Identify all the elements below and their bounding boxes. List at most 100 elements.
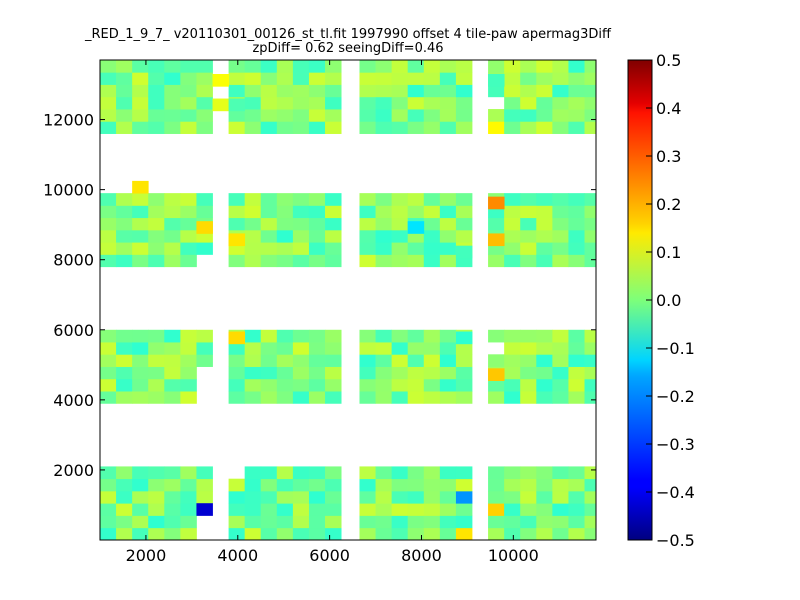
heatmap-cell (132, 490, 149, 504)
heatmap-cell (180, 354, 197, 367)
heatmap-cell (520, 72, 537, 85)
heatmap-cell (584, 378, 597, 392)
heatmap-cell (536, 84, 553, 98)
heatmap-cell (244, 354, 262, 367)
heatmap-cell (148, 229, 165, 243)
heatmap-cell (148, 109, 165, 122)
heatmap-cell (228, 490, 246, 504)
heatmap-cell (504, 466, 521, 480)
heatmap-cell (391, 254, 409, 268)
heatmap-cell (148, 391, 165, 404)
heatmap-cell (455, 478, 473, 492)
colorbar-tick-label: −0.3 (656, 435, 695, 454)
heatmap-cell (391, 503, 409, 516)
heatmap-cell (292, 121, 310, 134)
heatmap-cell (100, 109, 117, 122)
heatmap-cell (196, 221, 213, 234)
heatmap-cell (116, 254, 133, 268)
heatmap-cell (488, 490, 505, 504)
heatmap-cell (260, 60, 278, 73)
heatmap-cell (260, 329, 278, 343)
heatmap-cell (308, 84, 326, 98)
heatmap-cell (584, 329, 597, 343)
heatmap-cell (148, 72, 165, 85)
heatmap-cell (584, 121, 597, 134)
heatmap-cell (423, 342, 441, 355)
heatmap-cell (276, 193, 294, 206)
heatmap-cell (116, 72, 133, 85)
heatmap-cell (228, 391, 246, 404)
heatmap-cell (132, 391, 149, 404)
heatmap-cell (116, 391, 133, 404)
heatmap-cell (100, 121, 117, 134)
heatmap-cell (488, 527, 505, 541)
heatmap-cell (292, 329, 310, 343)
heatmap-cell (439, 205, 457, 219)
heatmap-cell (407, 354, 425, 367)
heatmap-cell (116, 84, 133, 98)
colorbar-tick-label: −0.4 (656, 483, 695, 502)
heatmap-cell (423, 60, 441, 73)
heatmap-cell (308, 503, 326, 516)
heatmap-cell (180, 378, 197, 392)
heatmap-cell (292, 242, 310, 255)
heatmap-cell (116, 229, 133, 243)
heatmap-cell (325, 109, 342, 122)
heatmap-cell (325, 242, 342, 255)
heatmap-cell (407, 242, 425, 255)
heatmap-cell (100, 84, 117, 98)
heatmap-cell (504, 109, 521, 122)
heatmap-cell (196, 242, 213, 255)
heatmap-cell (132, 503, 149, 516)
heatmap-cell (455, 193, 473, 206)
heatmap-cell (375, 254, 393, 268)
heatmap-cell (375, 72, 393, 85)
heatmap-cell (148, 96, 165, 110)
heatmap-cell (488, 368, 505, 381)
heatmap-cell (196, 490, 213, 504)
heatmap-cell (116, 193, 133, 206)
heatmap-cell (244, 329, 262, 343)
heatmap-cell (244, 229, 262, 243)
heatmap-cell (568, 121, 585, 134)
heatmap-cell (423, 329, 441, 343)
heatmap-cell (584, 478, 597, 492)
heatmap-cell (132, 217, 149, 231)
colorbar-tick-label: −0.1 (656, 339, 695, 358)
heatmap-cell (260, 354, 278, 367)
heatmap-cell (292, 342, 310, 355)
colorbar-tick-label: −0.2 (656, 387, 695, 406)
heatmap-cell (260, 121, 278, 134)
heatmap-cell (164, 242, 181, 255)
heatmap-cell (455, 84, 473, 98)
heatmap-cell (116, 366, 133, 380)
heatmap-cell (359, 515, 376, 529)
heatmap-cell (148, 84, 165, 98)
heatmap-cell (260, 503, 278, 516)
colorbar-ticks: 0.5 0.4 0.3 0.2 0.1 0.0 −0.1 −0.2 −0.3 −0.4 −0.5 (646, 51, 695, 550)
heatmap-cell (359, 329, 376, 343)
heatmap-cell (276, 378, 294, 392)
heatmap-cell (439, 60, 457, 73)
heatmap-cell (164, 109, 181, 122)
heatmap-cell (488, 109, 505, 122)
heatmap-cell (552, 527, 569, 541)
heatmap-cell (375, 503, 393, 516)
heatmap-cell (148, 527, 165, 541)
heatmap-cell (568, 229, 585, 243)
heatmap-cell (375, 229, 393, 243)
heatmap-cell (116, 96, 133, 110)
heatmap-cell (244, 378, 262, 392)
heatmap-cell (439, 490, 457, 504)
heatmap-cell (407, 478, 425, 492)
heatmap-cell (244, 527, 262, 541)
heatmap-cell (520, 205, 537, 219)
heatmap-cell (180, 342, 197, 355)
heatmap-cell (180, 229, 197, 243)
heatmap-cell (164, 342, 181, 355)
heatmap-cell (407, 515, 425, 529)
heatmap-cell (325, 354, 342, 367)
heatmap-cell (407, 205, 425, 219)
heatmap-cell (552, 109, 569, 122)
heatmap-cell (359, 121, 376, 134)
